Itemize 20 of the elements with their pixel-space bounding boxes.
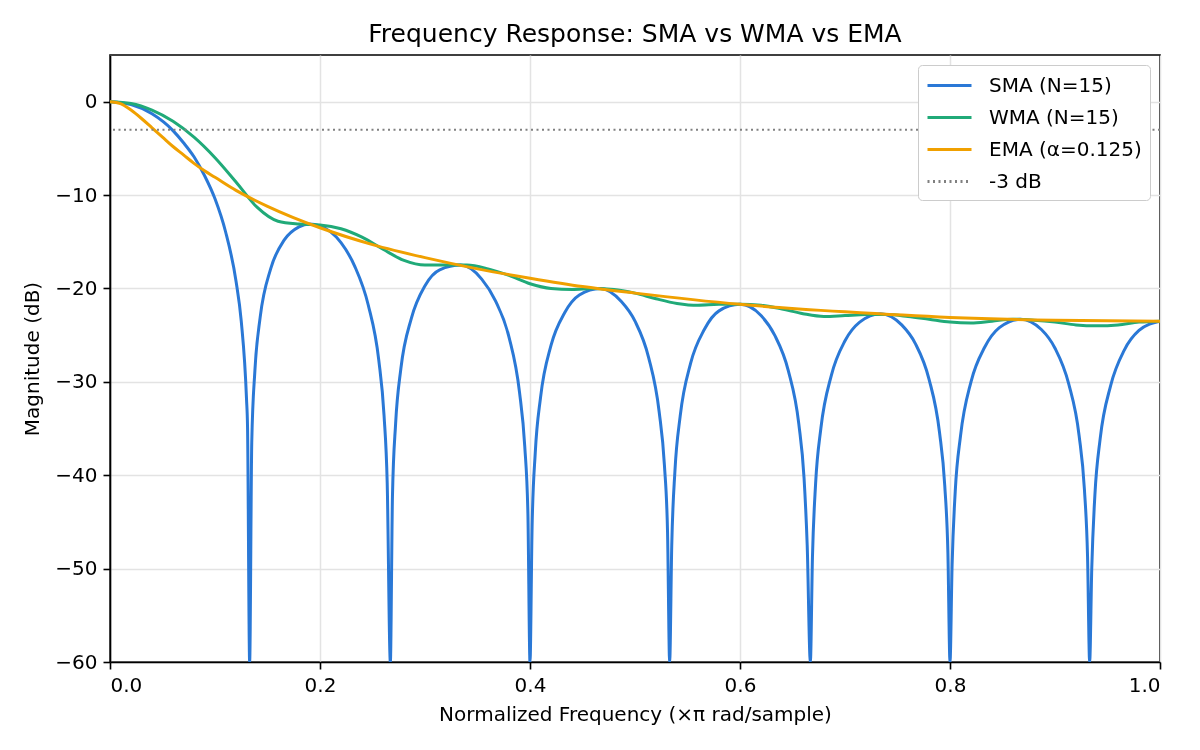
y-tick-label: −50 bbox=[55, 556, 98, 581]
x-tick-label: 0.0 bbox=[110, 672, 143, 697]
x-tick-label: 0.8 bbox=[934, 672, 967, 697]
x-tick-label: 1.0 bbox=[1128, 672, 1161, 697]
x-tick-label: 0.4 bbox=[514, 672, 547, 697]
legend-label: EMA (α=0.125) bbox=[989, 136, 1142, 161]
y-tick-label: −20 bbox=[55, 275, 98, 300]
y-tick-label: −30 bbox=[55, 369, 98, 394]
y-axis-title: Magnitude (dB) bbox=[20, 281, 45, 437]
x-tick-label: 0.6 bbox=[724, 672, 757, 697]
y-tick-label: −10 bbox=[55, 182, 98, 207]
chart-title: Frequency Response: SMA vs WMA vs EMA bbox=[368, 19, 902, 48]
y-tick-label: 0 bbox=[84, 89, 98, 114]
y-tick-label: −60 bbox=[55, 649, 98, 674]
y-tick-label: −40 bbox=[55, 462, 98, 487]
x-axis-title: Normalized Frequency (×π rad/sample) bbox=[439, 701, 832, 726]
legend-label: -3 dB bbox=[989, 168, 1042, 193]
legend-label: WMA (N=15) bbox=[989, 104, 1119, 129]
legend-label: SMA (N=15) bbox=[989, 72, 1112, 97]
x-tick-label: 0.2 bbox=[304, 672, 337, 697]
